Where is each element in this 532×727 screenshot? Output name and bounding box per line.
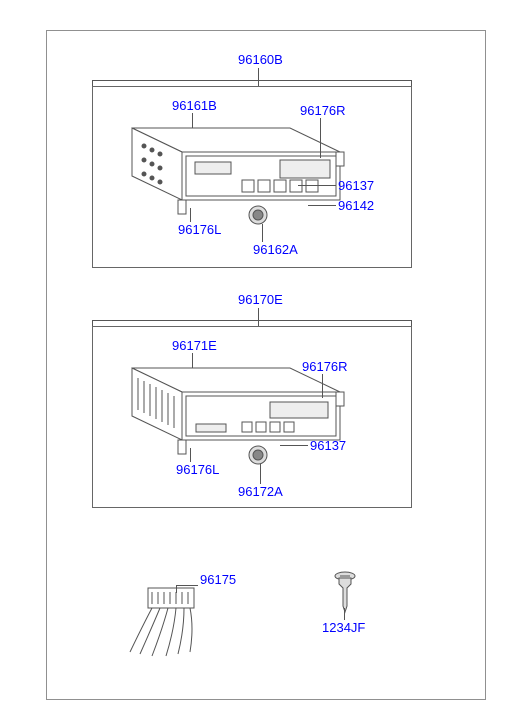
leader bbox=[176, 585, 177, 593]
leader bbox=[260, 464, 261, 484]
label-top-button1: 96137 bbox=[338, 178, 374, 193]
leader bbox=[344, 608, 345, 620]
leader bbox=[190, 208, 191, 222]
label-mid-button: 96137 bbox=[310, 438, 346, 453]
label-top-knob: 96162A bbox=[253, 242, 298, 257]
label-mid-knob: 96172A bbox=[238, 484, 283, 499]
leader bbox=[92, 80, 93, 86]
leader bbox=[190, 448, 191, 462]
label-mid-deck: 96171E bbox=[172, 338, 217, 353]
leader bbox=[192, 113, 193, 128]
label-mid-group: 96170E bbox=[238, 292, 283, 307]
leader bbox=[258, 68, 259, 86]
leader bbox=[92, 80, 412, 81]
leader bbox=[176, 585, 198, 586]
leader bbox=[308, 205, 336, 206]
label-top-group: 96160B bbox=[238, 52, 283, 67]
leader bbox=[262, 224, 263, 242]
label-top-button2: 96142 bbox=[338, 198, 374, 213]
leader bbox=[280, 445, 308, 446]
label-screw: 1234JF bbox=[322, 620, 365, 635]
leader bbox=[92, 320, 412, 321]
label-top-bracket-l: 96176L bbox=[178, 222, 221, 237]
leader bbox=[192, 353, 193, 368]
label-top-bracket-r: 96176R bbox=[300, 103, 346, 118]
radio-cassette-unit bbox=[110, 110, 380, 240]
label-top-deck: 96161B bbox=[172, 98, 217, 113]
connector-harness bbox=[122, 582, 212, 662]
label-connector: 96175 bbox=[200, 572, 236, 587]
leader bbox=[258, 308, 259, 326]
leader bbox=[411, 320, 412, 326]
label-mid-bracket-r: 96176R bbox=[302, 359, 348, 374]
leader bbox=[411, 80, 412, 86]
screw-icon bbox=[330, 570, 360, 614]
leader bbox=[298, 185, 336, 186]
label-mid-bracket-l: 96176L bbox=[176, 462, 219, 477]
leader bbox=[320, 118, 321, 158]
leader bbox=[322, 374, 323, 398]
leader bbox=[92, 320, 93, 326]
